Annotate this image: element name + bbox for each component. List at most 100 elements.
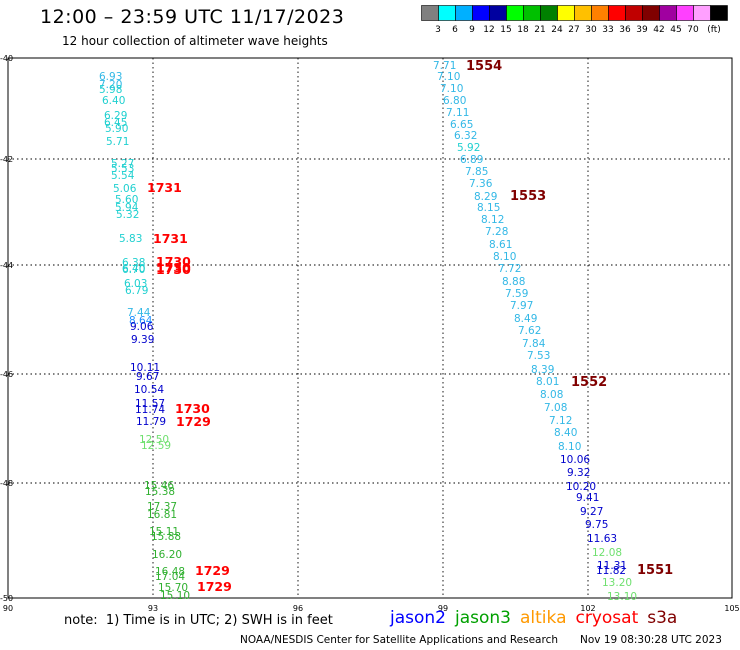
color-scale-bar: 3 6 9 12 15 18 21 24 27 30 33 36 39 42 45 70 (ft) — [421, 5, 728, 35]
wave-height-label: 7.12 — [549, 415, 572, 427]
wave-height-label: 5.27 — [111, 158, 134, 170]
observation-time-label: 1551 — [637, 563, 673, 578]
wave-height-label: 6.89 — [460, 154, 483, 166]
wave-height-label: 8.88 — [502, 276, 525, 288]
wave-height-label: 7.71 — [433, 60, 456, 72]
wave-height-label: 5.71 — [106, 136, 129, 148]
color-scale-label: 70 — [687, 25, 699, 35]
wave-height-label: 8.61 — [489, 239, 512, 251]
observation-time-label: 1731 — [147, 180, 182, 195]
generated-timestamp: Nov 19 08:30:28 UTC 2023 — [580, 634, 722, 646]
wave-height-label: 5.60 — [115, 194, 138, 206]
wave-height-label: 5.54 — [111, 170, 135, 182]
longitude-tick-label: 93 — [148, 604, 158, 613]
wave-height-label: 7.11 — [446, 107, 469, 119]
wave-height-label: 6.29 — [104, 110, 127, 122]
wave-height-label: 8.15 — [477, 202, 500, 214]
observation-time-label: 1730 — [156, 254, 191, 269]
legend-s3a: s3a — [647, 608, 678, 628]
wave-height-label: 15.70 — [158, 582, 188, 594]
color-scale-label: 21 — [534, 25, 545, 35]
wave-height-label: 6.79 — [125, 285, 148, 297]
wave-height-label: 6.40 — [102, 95, 125, 107]
observation-time-label: 1552 — [571, 375, 607, 390]
color-scale-label: 15 — [500, 25, 511, 35]
wave-height-label: 5.94 — [115, 202, 139, 214]
observation-time-label: 1730 — [175, 401, 210, 416]
wave-height-label: 9.32 — [567, 467, 590, 479]
wave-height-label: 11.31 — [597, 560, 627, 572]
wave-height-label: 9.27 — [580, 506, 603, 518]
wave-height-label: 7.10 — [437, 71, 460, 83]
wave-height-label: 9.75 — [585, 519, 608, 531]
wave-height-label: 10.11 — [130, 362, 160, 374]
map-subtitle: 12 hour collection of altimeter wave hei… — [62, 34, 328, 48]
color-swatch — [710, 5, 728, 21]
wave-height-label: 8.49 — [514, 313, 537, 325]
wave-height-label: 5.32 — [116, 209, 139, 221]
wave-height-label: 8.40 — [554, 427, 577, 439]
wave-height-label: 6.70 — [122, 264, 145, 276]
wave-height-label: 8.10 — [558, 441, 581, 453]
color-scale-label: 27 — [568, 25, 579, 35]
color-scale-label: 30 — [585, 25, 597, 35]
legend-cryosat: cryosat — [575, 608, 639, 628]
wave-height-label: 6.40 — [122, 263, 145, 275]
wave-height-label: 15.10 — [160, 590, 190, 602]
observation-time-label: 1554 — [466, 59, 502, 74]
satellite-legend: jason2 jason3 altika cryosat s3a — [390, 608, 686, 628]
wave-height-label: 11.79 — [136, 416, 166, 428]
wave-height-label: 10.06 — [560, 454, 590, 466]
track-east: 7.717.107.106.807.116.656.325.926.897.85… — [433, 60, 637, 603]
map-frame — [7, 57, 733, 599]
wave-height-label: 7.62 — [518, 325, 541, 337]
observation-time-label: 1730 — [156, 260, 191, 275]
credit-line: NOAA/NESDIS Center for Satellite Applica… — [240, 634, 558, 646]
track-east-times: 1554 1553 1552 1551 — [466, 59, 673, 578]
legend-altika: altika — [520, 608, 567, 628]
wave-height-label: 7.53 — [527, 350, 550, 362]
wave-height-label: 11.63 — [587, 533, 617, 545]
wave-height-label: 5.53 — [111, 163, 134, 175]
wave-height-label: 15.46 — [144, 480, 174, 492]
wave-height-label: 6.32 — [454, 130, 477, 142]
wave-height-label: 11.82 — [596, 565, 626, 577]
wave-height-label: 5.90 — [105, 123, 128, 135]
wave-height-label: 8.29 — [474, 191, 497, 203]
wave-height-label: 16.81 — [147, 509, 177, 521]
wave-height-label: 5.83 — [119, 233, 142, 245]
wave-height-label: 15.88 — [151, 531, 181, 543]
observation-time-label: 1729 — [195, 563, 230, 578]
color-scale-label: 3 — [435, 25, 441, 35]
observation-time-label: 1553 — [510, 189, 546, 204]
observation-time-label: 1731 — [153, 231, 188, 246]
latitude-tick-label: -48 — [0, 479, 13, 488]
longitude-tick-label: 96 — [293, 604, 303, 613]
wave-height-label: 5.92 — [457, 142, 480, 154]
wave-height-label: 7.72 — [498, 263, 521, 275]
units-note: note: 1) Time is in UTC; 2) SWH is in fe… — [64, 613, 333, 628]
wave-height-label: 9.39 — [131, 334, 154, 346]
wave-height-label: 7.08 — [544, 402, 567, 414]
wave-height-label: 7.84 — [522, 338, 546, 350]
color-scale-label: 12 — [483, 25, 494, 35]
wave-height-label: 16.48 — [155, 566, 185, 578]
longitude-tick-label: 102 — [580, 604, 595, 613]
latitude-tick-label: -44 — [0, 261, 13, 270]
wave-height-label: 6.80 — [443, 95, 466, 107]
color-scale-label: 33 — [602, 25, 613, 35]
color-scale-label: 39 — [636, 25, 648, 35]
color-scale-label: 45 — [670, 25, 681, 35]
wave-height-label: 7.97 — [510, 300, 533, 312]
wave-height-label: 5.06 — [113, 183, 137, 195]
wave-height-label: 17.04 — [155, 571, 185, 583]
legend-jason2: jason2 — [390, 608, 446, 628]
wave-height-label: 8.12 — [481, 214, 504, 226]
longitude-tick-label: 105 — [724, 604, 739, 613]
wave-height-label: 10.54 — [134, 384, 164, 396]
wave-height-label: 12.59 — [141, 440, 171, 452]
color-scale-label: (ft) — [707, 25, 721, 35]
observation-time-label: 1730 — [156, 262, 191, 277]
